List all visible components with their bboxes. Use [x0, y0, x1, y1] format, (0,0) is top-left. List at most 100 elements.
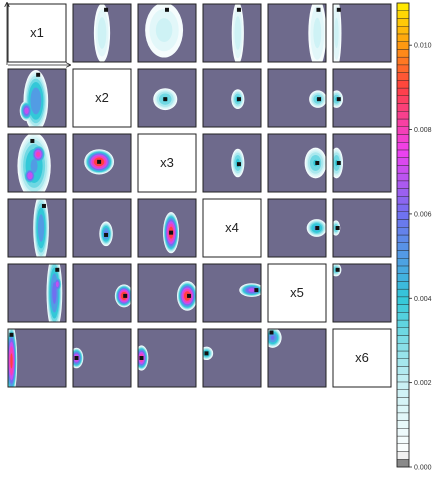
panel-3-4 [202, 133, 262, 193]
colorbar-segment [396, 273, 410, 282]
colorbar-segment [396, 126, 410, 135]
colorbar-segment [396, 381, 410, 390]
colorbar-segment [396, 404, 410, 414]
colorbar-segment [396, 443, 410, 452]
colorbar-segment [396, 203, 410, 212]
colorbar-segment [396, 227, 410, 236]
density-contour [97, 17, 107, 49]
colorbar-segment [396, 95, 410, 104]
colorbar-segment [396, 451, 410, 460]
density-contour [27, 172, 33, 180]
density-contour [55, 281, 59, 288]
colorbar-segment [396, 64, 410, 73]
colorbar-segment [396, 134, 410, 143]
colorbar-segment [396, 157, 410, 166]
panel-3-1 [7, 133, 67, 193]
density-contour [24, 107, 29, 114]
colorbar-segment [396, 343, 410, 352]
panel-frame [202, 328, 262, 388]
point-marker [9, 332, 14, 337]
point-marker [55, 267, 60, 272]
diagonal-panel-frame [332, 328, 392, 388]
colorbar-segment [396, 374, 410, 383]
panel-frame [332, 263, 392, 323]
panel-3-2 [72, 133, 132, 193]
colorbar-frame [396, 2, 410, 468]
panel-background [333, 199, 391, 257]
density-contour [30, 87, 42, 115]
panel-background [333, 264, 391, 322]
colorbar-tick-label: 0.006 [414, 211, 432, 218]
point-marker [123, 293, 128, 298]
panel-4-3 [137, 198, 197, 258]
point-marker [316, 7, 321, 12]
density-contour [10, 353, 13, 369]
density-contour [248, 288, 256, 292]
colorbar-segment [396, 18, 410, 27]
panel-frame [72, 328, 132, 388]
point-marker [41, 203, 46, 208]
colorbar-segment [396, 288, 410, 298]
panel-2-6 [332, 68, 392, 128]
panel-1-3 [137, 3, 197, 63]
colorbar-segment [396, 172, 410, 182]
panel-frame [267, 3, 327, 63]
colorbar-segment [396, 296, 410, 305]
point-marker [254, 288, 259, 293]
panel-frame [137, 328, 197, 388]
panel-frame [332, 68, 392, 128]
point-marker [74, 356, 79, 360]
panel-frame [202, 263, 262, 323]
panel-1-6 [332, 3, 392, 63]
panel-5-4 [202, 263, 262, 323]
point-marker [236, 7, 241, 12]
point-marker [236, 97, 241, 102]
panel-frame [267, 198, 327, 258]
colorbar-tick-label: 0.000 [414, 465, 432, 472]
panel-2-4 [202, 68, 262, 128]
panel-4-1 [7, 198, 67, 258]
density-contour [234, 16, 242, 50]
panel-2-1 [7, 68, 67, 128]
panel-5-3 [137, 263, 197, 323]
point-marker [315, 226, 320, 230]
panel-6-4 [202, 328, 262, 388]
colorbar-segment [396, 56, 410, 66]
panel-4-4: x4 [202, 198, 262, 258]
colorbar-segment [396, 2, 410, 11]
colorbar-tick-label: 0.004 [414, 296, 432, 303]
panel-frame [202, 3, 262, 63]
panel-6-5 [267, 328, 327, 388]
colorbar-segment [396, 118, 410, 127]
point-marker [30, 138, 35, 143]
colorbar-segment [396, 180, 410, 189]
colorbar-segment [396, 335, 410, 344]
panel-5-1 [7, 263, 67, 323]
point-marker [315, 161, 320, 165]
panel-frame [7, 328, 67, 388]
diagonal-panel-frame [267, 263, 327, 323]
panel-3-5 [267, 133, 327, 193]
colorbar-segment [396, 211, 410, 220]
panel-1-2 [72, 3, 132, 63]
colorbar-segment [396, 304, 410, 313]
colorbar-segment [396, 165, 410, 174]
point-marker [139, 356, 144, 360]
density-contour [334, 17, 339, 49]
panel-frame [137, 68, 197, 128]
panel-background [333, 4, 391, 62]
colorbar-segment [396, 49, 410, 58]
colorbar-segment [396, 87, 410, 96]
diagonal-panel-frame [72, 68, 132, 128]
density-contour [37, 214, 45, 242]
panel-1-4 [202, 3, 262, 63]
colorbar-segment [396, 188, 410, 197]
point-marker [187, 293, 192, 298]
diagonal-panel-frame [7, 3, 67, 63]
panel-2-5 [267, 68, 327, 128]
variable-label: x6 [355, 350, 369, 365]
panel-frame [332, 133, 392, 193]
panel-2-3 [137, 68, 197, 128]
panel-background [203, 329, 261, 387]
